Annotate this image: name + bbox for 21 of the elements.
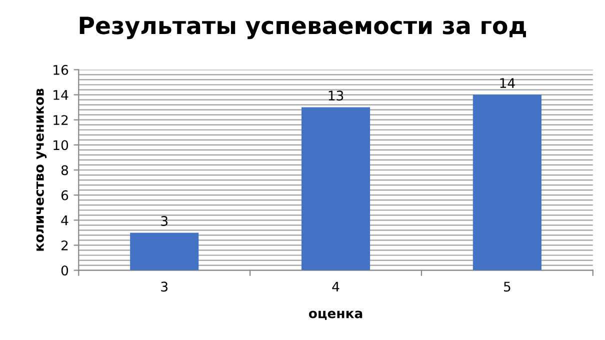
y-tick-label: 12 [54, 115, 68, 125]
x-tick-label: 4 [332, 282, 340, 292]
y-tick-label: 8 [61, 165, 68, 176]
x-tick-label: 5 [504, 282, 510, 292]
y-tick-label: 16 [54, 64, 68, 75]
y-tick-label: 0 [61, 266, 68, 276]
bar [130, 232, 199, 270]
y-tick-label: 6 [61, 190, 68, 200]
bar [472, 94, 542, 270]
y-tick-label: 4 [61, 216, 68, 226]
data-label: 14 [500, 78, 515, 88]
x-tick-label: 3 [161, 282, 168, 292]
x-axis-title: оценка [308, 310, 362, 320]
data-label: 3 [161, 216, 168, 226]
chart-title: Результаты успеваемости за год [80, 16, 526, 40]
data-label: 13 [328, 90, 344, 101]
y-tick-label: 2 [62, 240, 68, 250]
y-tick-label: 10 [54, 140, 68, 150]
y-tick-label: 14 [54, 90, 68, 100]
y-axis-title: количество учеников [36, 88, 47, 251]
bar [301, 107, 370, 270]
